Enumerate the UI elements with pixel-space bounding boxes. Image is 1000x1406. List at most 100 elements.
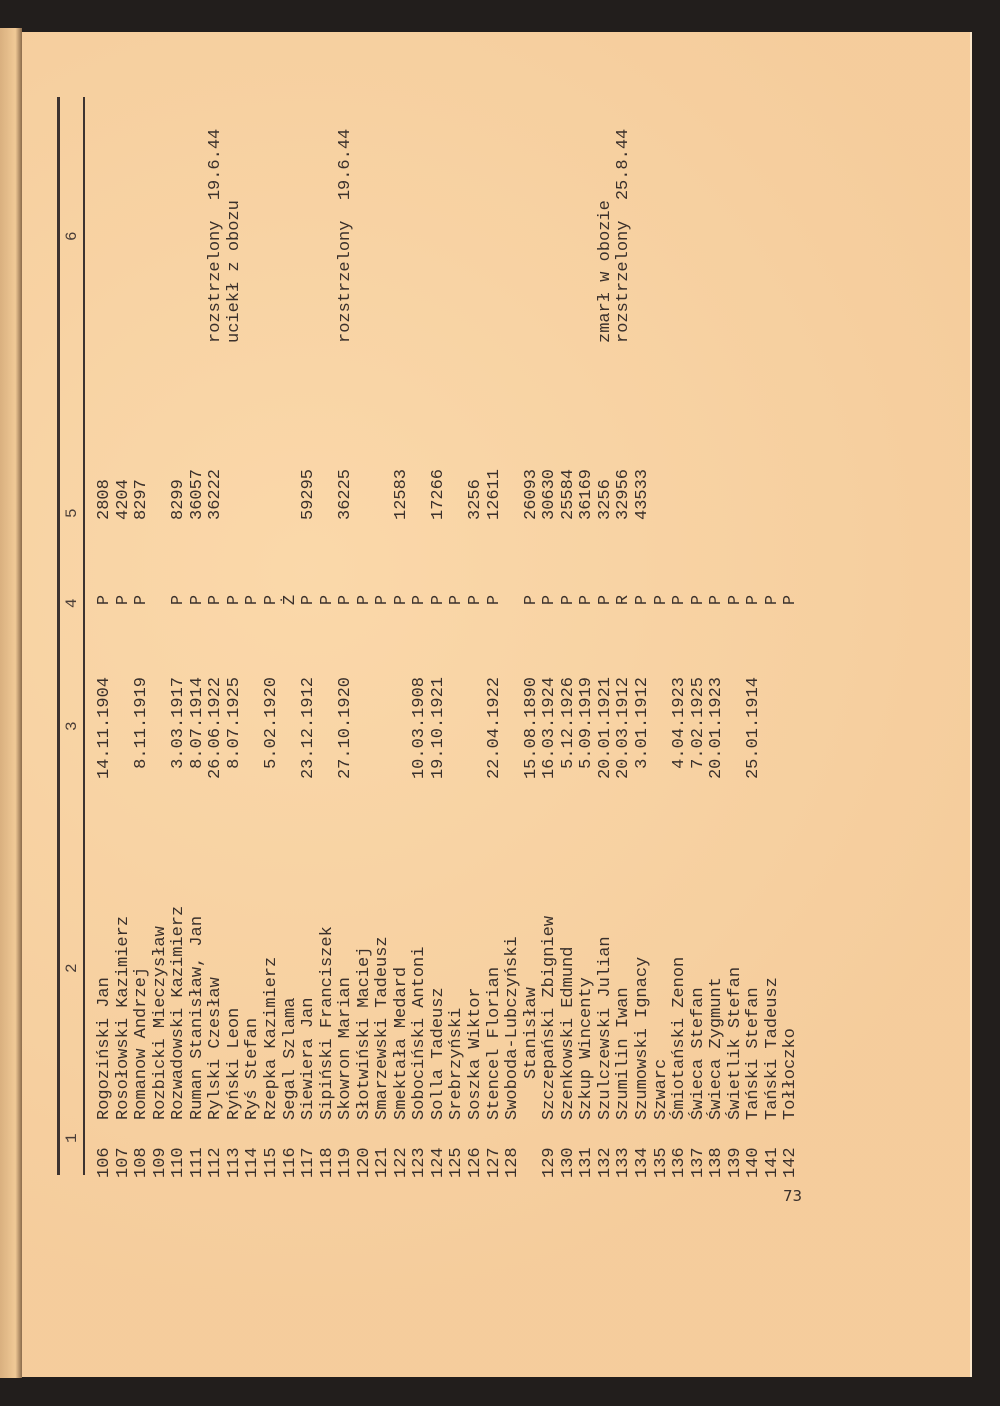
category: P <box>540 594 560 606</box>
category: P <box>558 594 578 606</box>
column-header-1: 1 <box>63 1133 81 1143</box>
category: P <box>725 594 745 606</box>
row-number: 123 <box>410 1147 430 1178</box>
prisoner-table: 1 2 3 4 5 6 106 Rogoziński Jan 14.11.1904 P… <box>40 85 840 1185</box>
table-row: 115 Rzepka Kazimierz 5.02.1920 P <box>261 85 281 1185</box>
table-row: 135 Szwarc P <box>651 85 671 1185</box>
birth-date: 3.03.1917 <box>169 677 189 769</box>
table-row: 121 Smarzewski Tadeusz P <box>373 85 393 1185</box>
birth-date: 23.12.1912 <box>299 677 319 780</box>
table-row: 110 Rozwadowski Kazimierz 3.03.1917 P 8299 <box>169 85 189 1185</box>
person-name: Rosołowski Kazimierz <box>113 915 133 1120</box>
column-header-2: 2 <box>63 963 81 973</box>
row-number: 117 <box>299 1147 319 1178</box>
person-name: Rzepka Kazimierz <box>261 956 281 1120</box>
category: P <box>354 594 374 606</box>
remark: rozstrzelony 19.6.44 <box>336 128 356 343</box>
column-header-3: 3 <box>63 721 81 731</box>
row-number: 109 <box>150 1147 170 1178</box>
person-name: Szkup Wincenty <box>577 977 597 1120</box>
row-number: 121 <box>373 1147 393 1178</box>
column-header-5: 5 <box>63 508 81 518</box>
category: P <box>187 594 207 606</box>
document-page <box>22 32 972 1377</box>
row-number: 115 <box>261 1147 281 1178</box>
row-number: 129 <box>540 1147 560 1178</box>
category: P <box>261 594 281 606</box>
table-row: 123 Sobociński Antoni 10.03.1908 P <box>410 85 430 1185</box>
category: P <box>595 594 615 606</box>
row-number: 140 <box>744 1147 764 1178</box>
person-name: Świeca Zygmunt <box>707 977 727 1120</box>
camp-number: 17266 <box>428 468 448 520</box>
person-name: Szczepański Zbigniew <box>540 915 560 1120</box>
birth-date: 15.08.1890 <box>521 677 541 780</box>
person-name: Rozbicki Mieczysław <box>150 926 170 1120</box>
camp-number: 36169 <box>577 468 597 520</box>
person-name: Tański Stefan <box>744 987 764 1120</box>
category: P <box>299 594 319 606</box>
row-number: 122 <box>391 1147 411 1178</box>
birth-date: 8.07.1914 <box>187 677 207 769</box>
table-row: 111 Ruman Stanisław, Jan 8.07.1914 P 36057 <box>187 85 207 1185</box>
table-row: 122 Smektała Medard P 12583 <box>391 85 411 1185</box>
category: P <box>651 594 671 606</box>
row-number: 118 <box>317 1147 337 1178</box>
table-row: 128 Swoboda-Lubczyński <box>503 85 523 1185</box>
category: P <box>466 594 485 606</box>
remark: rozstrzelony 25.8.44 <box>614 128 634 343</box>
category: P <box>113 594 133 606</box>
camp-number: 4204 <box>113 479 133 520</box>
category: P <box>336 594 356 606</box>
person-name: Słotwiński Maciej <box>354 946 374 1120</box>
category: P <box>132 594 152 606</box>
birth-date: 5.12.1926 <box>558 677 578 769</box>
person-name: Szenkowski Edmund <box>558 946 578 1120</box>
category: P <box>484 594 504 606</box>
camp-number: 32956 <box>614 468 634 520</box>
table-row: 114 Ryś Stefan P <box>243 85 263 1185</box>
camp-number: 12583 <box>391 468 411 520</box>
person-name: Siewiera Jan <box>299 997 319 1120</box>
birth-date: 5.02.1920 <box>261 677 281 769</box>
category: P <box>762 594 782 606</box>
person-name: Śmiotański Zenon <box>670 956 690 1120</box>
table-row: 134 Szumowski Ignacy 3.01.1912 P 43533 <box>632 85 652 1185</box>
category: P <box>206 594 226 606</box>
table-row: 129 Szczepański Zbigniew 16.03.1924 P 30630 <box>540 85 560 1185</box>
person-name: Stencel Florian <box>484 966 504 1120</box>
category: Ż <box>280 594 300 606</box>
camp-number: 26093 <box>521 468 541 520</box>
person-name: Sobociński Antoni <box>410 946 430 1120</box>
birth-date: 8.07.1925 <box>224 677 244 769</box>
person-name: Szulczewski Julian <box>595 936 615 1120</box>
category: P <box>781 594 801 606</box>
table-row: 140 Tański Stefan 25.01.1914 P <box>744 85 764 1185</box>
person-name: Tański Tadeusz <box>762 977 782 1120</box>
category: P <box>577 594 597 606</box>
table-row: 137 Świeca Stefan 7.02.1925 P <box>689 85 708 1185</box>
camp-number: 36222 <box>206 468 226 520</box>
table-row: 108 Romanow Andrzej 8.11.1919 P 8297 <box>132 85 152 1185</box>
table-row: 118 Sipiński Franciszek P <box>317 85 337 1185</box>
category: P <box>410 594 430 606</box>
category: P <box>317 594 337 606</box>
row-number: 126 <box>466 1147 485 1178</box>
row-number: 124 <box>428 1147 448 1178</box>
birth-date: 8.11.1919 <box>132 677 152 769</box>
row-number: 114 <box>243 1147 263 1178</box>
table-row: 125 Srebrzyński P <box>447 85 466 1185</box>
person-name: Swoboda-Lubczyński <box>503 936 523 1120</box>
person-name: Ruman Stanisław, Jan <box>187 915 207 1120</box>
camp-number: 36057 <box>187 468 207 520</box>
person-name: Szumilin Iwan <box>614 987 634 1120</box>
table-row: 107 Rosołowski Kazimierz P 4204 <box>113 85 133 1185</box>
person-name: Ryś Stefan <box>243 1017 263 1120</box>
person-name: Romanow Andrzej <box>132 966 152 1120</box>
person-name: Tołłoczko <box>781 1028 801 1120</box>
category: P <box>243 594 263 606</box>
camp-number: 43533 <box>632 468 652 520</box>
camp-number: 30630 <box>540 468 560 520</box>
category: P <box>670 594 690 606</box>
birth-date: 20.03.1912 <box>614 677 634 780</box>
